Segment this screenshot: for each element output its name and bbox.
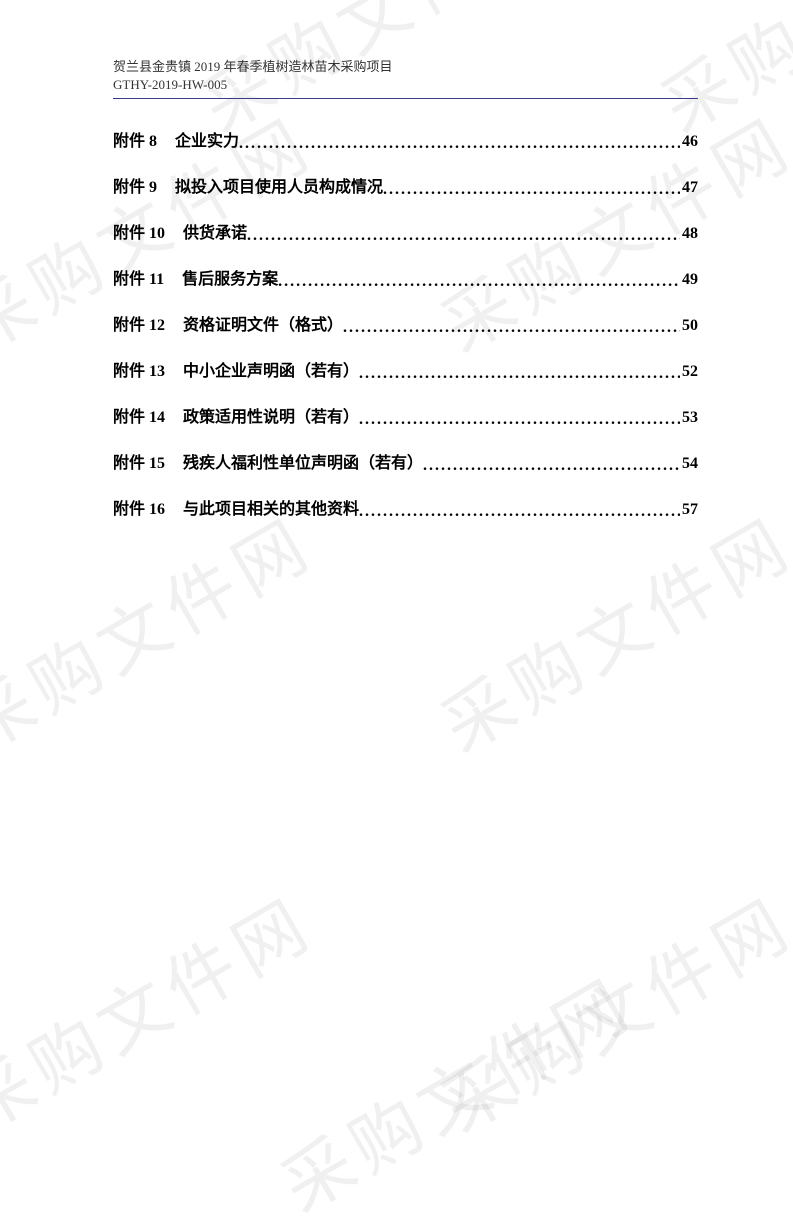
toc-leader-dots: [278, 273, 680, 291]
toc-page-number: 46: [680, 133, 698, 151]
toc-label: 附件 15: [113, 449, 165, 473]
toc-label: 附件 14: [113, 403, 165, 427]
toc-page-number: 49: [680, 271, 698, 289]
header-title: 贺兰县金贵镇 2019 年春季植树造林苗木采购项目: [113, 58, 698, 76]
toc-title: 企业实力: [175, 127, 239, 151]
toc-page-number: 48: [680, 225, 698, 243]
toc-entry: 附件 15 残疾人福利性单位声明函（若有） 54: [113, 449, 698, 473]
toc-entry: 附件 11 售后服务方案 49: [113, 265, 698, 289]
toc-leader-dots: [423, 457, 680, 475]
header-doc-number: GTHY-2019-HW-005: [113, 76, 698, 94]
document-header: 贺兰县金贵镇 2019 年春季植树造林苗木采购项目 GTHY-2019-HW-0…: [113, 58, 698, 99]
toc-page-number: 52: [680, 363, 698, 381]
toc-entry: 附件 12 资格证明文件（格式） 50: [113, 311, 698, 335]
toc-entry: 附件 9 拟投入项目使用人员构成情况 47: [113, 173, 698, 197]
watermark: 采购文件网: [0, 489, 329, 771]
toc-entry: 附件 16 与此项目相关的其他资料 57: [113, 495, 698, 519]
toc-label: 附件 16: [113, 495, 165, 519]
toc-leader-dots: [359, 503, 680, 521]
toc-title: 政策适用性说明（若有）: [183, 403, 359, 427]
toc-title: 与此项目相关的其他资料: [183, 495, 359, 519]
toc-title: 中小企业声明函（若有）: [183, 357, 359, 381]
toc-leader-dots: [239, 135, 680, 153]
watermark: 采购文件网: [421, 489, 793, 771]
toc-entry: 附件 13 中小企业声明函（若有） 52: [113, 357, 698, 381]
toc-page-number: 50: [680, 317, 698, 335]
toc-leader-dots: [359, 411, 680, 429]
toc-page-number: 53: [680, 409, 698, 427]
toc-title: 供货承诺: [183, 219, 247, 243]
toc-entry: 附件 10 供货承诺 48: [113, 219, 698, 243]
watermark: 采购文件网: [421, 869, 793, 1151]
watermark: 采购文件网: [261, 949, 649, 1231]
toc-label: 附件 10: [113, 219, 165, 243]
toc-entry: 附件 14 政策适用性说明（若有） 53: [113, 403, 698, 427]
toc-title: 售后服务方案: [182, 265, 278, 289]
toc-leader-dots: [343, 319, 680, 337]
toc-page-number: 57: [680, 501, 698, 519]
toc-page-number: 47: [680, 179, 698, 197]
toc-entry: 附件 8 企业实力 46: [113, 127, 698, 151]
table-of-contents: 附件 8 企业实力 46 附件 9 拟投入项目使用人员构成情况 47 附件 10…: [113, 127, 698, 519]
toc-label: 附件 9: [113, 173, 157, 197]
toc-leader-dots: [383, 181, 680, 199]
toc-page-number: 54: [680, 455, 698, 473]
watermark: 采购文件网: [0, 869, 329, 1151]
toc-leader-dots: [359, 365, 680, 383]
toc-label: 附件 13: [113, 357, 165, 381]
toc-label: 附件 12: [113, 311, 165, 335]
toc-title: 残疾人福利性单位声明函（若有）: [183, 449, 423, 473]
toc-leader-dots: [247, 227, 680, 245]
page-content: 贺兰县金贵镇 2019 年春季植树造林苗木采购项目 GTHY-2019-HW-0…: [0, 0, 793, 519]
toc-label: 附件 11: [113, 265, 164, 289]
toc-label: 附件 8: [113, 127, 157, 151]
toc-title: 拟投入项目使用人员构成情况: [175, 173, 383, 197]
toc-title: 资格证明文件（格式）: [183, 311, 343, 335]
